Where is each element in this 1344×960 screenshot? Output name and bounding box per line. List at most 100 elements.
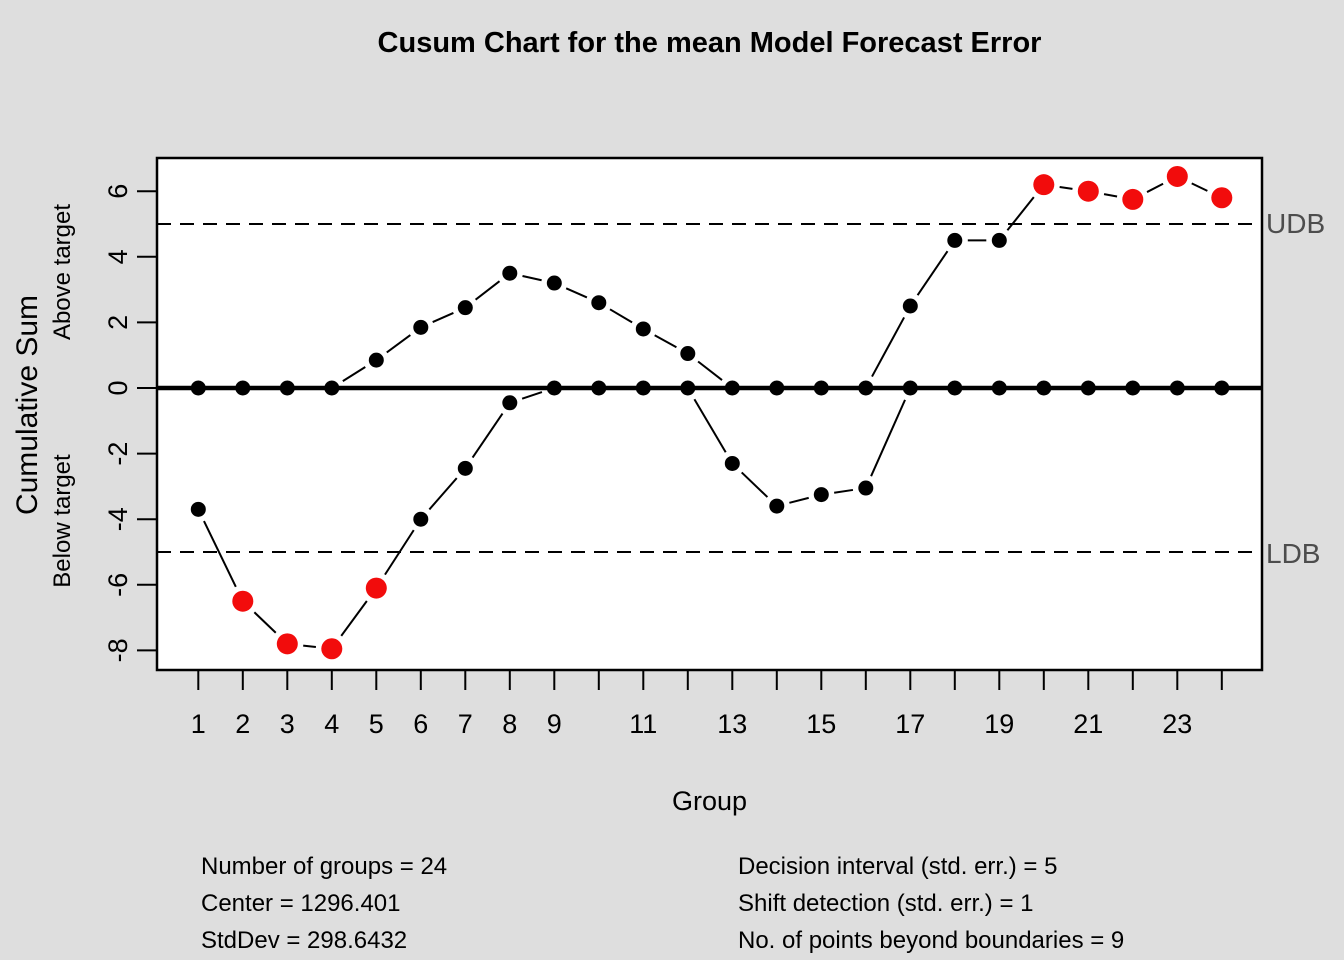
data-point (1036, 380, 1052, 396)
series-segment (740, 471, 769, 498)
series-segment (474, 280, 501, 301)
series-segment (834, 488, 854, 494)
stats-right-column: Decision interval (std. err.) = 5 Shift … (738, 848, 1124, 959)
series-segment (870, 399, 906, 477)
data-point-beyond-boundary (232, 590, 254, 612)
y-tick-label: 4 (103, 249, 133, 264)
y-axis-sublabel-above: Above target (49, 203, 76, 341)
series-segment (654, 334, 677, 349)
data-point (502, 265, 518, 281)
stat-number-of-groups: Number of groups = 24 (201, 853, 448, 880)
series-segment (432, 311, 454, 323)
x-tick-label: 13 (717, 709, 747, 739)
y-tick-label: -2 (103, 442, 133, 466)
data-point (991, 380, 1007, 396)
data-point (680, 346, 696, 362)
data-point (902, 298, 918, 314)
lower-boundary-label: LDB (1266, 538, 1321, 569)
data-point-beyond-boundary (276, 633, 298, 655)
data-point (1169, 380, 1185, 396)
y-axis-sublabel-below: Below target (49, 454, 76, 588)
upper-boundary-label: UDB (1266, 208, 1326, 239)
data-point (680, 380, 696, 396)
x-tick-label: 19 (984, 709, 1014, 739)
data-point (235, 380, 251, 396)
stat-decision-interval: Decision interval (std. err.) = 5 (738, 853, 1058, 880)
series-segment (693, 398, 727, 453)
x-tick-label: 6 (413, 709, 428, 739)
data-point-beyond-boundary (1077, 180, 1099, 202)
x-tick-label: 7 (458, 709, 473, 739)
data-point (1125, 380, 1141, 396)
y-tick-label: -8 (103, 638, 133, 662)
data-point (324, 380, 340, 396)
x-tick-label: 8 (502, 709, 517, 739)
series-segment (1059, 185, 1073, 190)
stat-center: Center = 1296.401 (201, 890, 401, 917)
stats-left-column: Number of groups = 24 Center = 1296.401 … (201, 848, 447, 959)
series-segment (253, 611, 277, 634)
data-point-beyond-boundary (1166, 165, 1188, 187)
data-point (546, 275, 562, 291)
series-segment (522, 275, 542, 282)
data-point (591, 380, 607, 396)
x-tick-label: 1 (191, 709, 206, 739)
stat-shift-detection: Shift detection (std. err.) = 1 (738, 890, 1034, 917)
y-tick-label: -4 (103, 507, 133, 531)
data-point (190, 501, 206, 517)
series-segment (609, 308, 633, 324)
y-tick-label: 2 (103, 315, 133, 330)
series-segment (1103, 193, 1118, 198)
plot-border (155, 156, 1264, 672)
x-tick-label: 17 (895, 709, 925, 739)
series-segment (565, 287, 588, 299)
data-point (279, 380, 295, 396)
series-segment (428, 477, 458, 511)
data-point (591, 295, 607, 311)
series-segment (340, 600, 368, 637)
series-segment (789, 496, 809, 504)
data-point-beyond-boundary (321, 638, 343, 660)
x-tick-label: 9 (547, 709, 562, 739)
data-point (902, 380, 918, 396)
series-segment (386, 334, 411, 354)
data-point (1080, 380, 1096, 396)
series-segment (1006, 196, 1035, 231)
y-axis-label: Cumulative Sum (11, 294, 44, 516)
y-tick-label: 6 (103, 184, 133, 199)
x-tick-label: 5 (369, 709, 384, 739)
y-tick-label: 0 (103, 380, 133, 395)
data-point (858, 480, 874, 496)
data-point (947, 232, 963, 248)
series-segment (871, 316, 905, 378)
chart-title: Cusum Chart for the mean Model Forecast … (377, 27, 1042, 59)
data-point (813, 487, 829, 503)
data-point (1214, 380, 1230, 396)
series-segment (1146, 182, 1164, 193)
series-segment (916, 250, 949, 296)
data-point (769, 498, 785, 514)
x-tick-label: 23 (1162, 709, 1192, 739)
series-segment (203, 520, 237, 588)
y-tick-label: -6 (103, 573, 133, 597)
data-point-beyond-boundary (365, 577, 387, 599)
data-point (502, 395, 518, 411)
data-point (635, 380, 651, 396)
data-point (724, 455, 740, 471)
data-point (858, 380, 874, 396)
data-point-beyond-boundary (1033, 174, 1055, 196)
data-point (190, 380, 206, 396)
data-point (413, 319, 429, 335)
data-point (635, 321, 651, 337)
data-point (368, 352, 384, 368)
data-point (413, 511, 429, 527)
x-tick-label: 4 (324, 709, 339, 739)
series-segment (303, 644, 317, 648)
x-tick-label: 15 (806, 709, 836, 739)
stat-stddev: StdDev = 298.6432 (201, 927, 408, 954)
stat-points-beyond: No. of points beyond boundaries = 9 (738, 927, 1125, 954)
data-point (947, 380, 963, 396)
data-point (769, 380, 785, 396)
x-axis-label: Group (671, 786, 748, 816)
